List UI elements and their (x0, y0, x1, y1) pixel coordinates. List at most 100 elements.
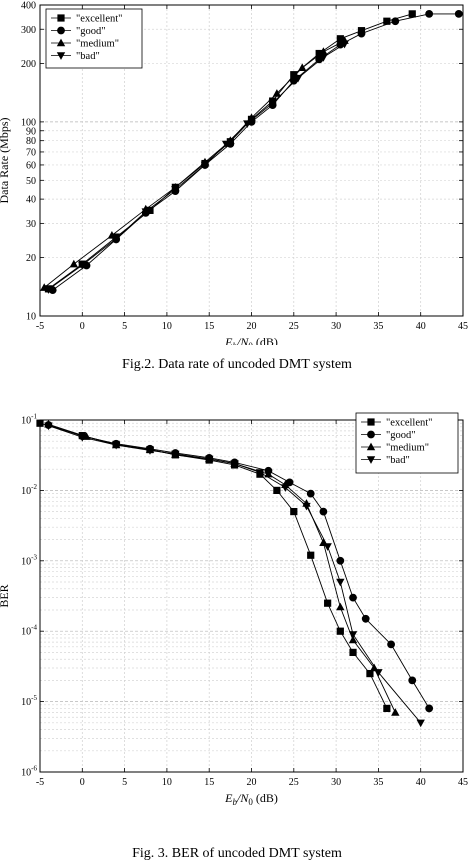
x-tick-label: -5 (36, 321, 44, 332)
data-point (272, 89, 282, 97)
legend-label: "medium" (76, 39, 119, 50)
legend-marker (57, 26, 65, 35)
data-point (408, 676, 417, 685)
data-point (146, 206, 154, 214)
data-point (268, 99, 277, 108)
y-tick-base: 10 (21, 416, 31, 427)
data-point (281, 484, 290, 492)
data-point (255, 469, 265, 477)
y-tick-label: 10-2 (21, 483, 37, 497)
x-axis-label-sub2: 0 (248, 797, 253, 807)
data-point (290, 507, 298, 516)
legend-marker (366, 442, 376, 451)
x-tick-label: 20 (247, 777, 257, 788)
legend-label: "excellent" (76, 14, 122, 25)
x-tick-label: 30 (331, 777, 341, 788)
y-tick-exponent: -1 (31, 413, 37, 421)
data-point (171, 185, 180, 194)
x-tick-label: 25 (289, 777, 299, 788)
legend-marker (56, 38, 66, 47)
y-tick-exponent: -5 (31, 694, 37, 702)
legend-marker (57, 14, 65, 22)
y-tick-label: 20 (26, 253, 36, 264)
legend-label: "good" (76, 26, 106, 37)
x-axis-label-sub2: 0 (248, 341, 253, 345)
x-tick-label: 5 (122, 321, 127, 332)
y-tick-exponent: -4 (31, 624, 37, 632)
data-point (44, 286, 53, 294)
x-axis-label-mid: /N (236, 335, 249, 345)
legend-label: "good" (386, 430, 416, 441)
data-point (425, 9, 434, 18)
y-tick-label: 300 (21, 25, 36, 36)
data-point (454, 9, 463, 18)
legend-label: "excellent" (386, 418, 432, 429)
x-tick-label: 30 (331, 321, 341, 332)
y-tick-label: 80 (26, 136, 36, 147)
x-axis-label-unit: (dB) (253, 335, 278, 345)
y-tick-label: 100 (21, 117, 36, 128)
x-tick-label: 10 (162, 777, 172, 788)
data-point (361, 614, 370, 623)
data-point (383, 704, 391, 713)
data-point (141, 208, 150, 216)
x-axis-label: Eb/N0 (dB) (224, 791, 278, 807)
legend: "excellent""good" "medium""bad" (355, 412, 459, 474)
x-tick-label: 15 (204, 777, 214, 788)
x-tick-label: 10 (162, 321, 172, 332)
y-tick-label: 10-6 (21, 765, 37, 779)
series-line (48, 43, 345, 290)
x-axis-label-sub1: b (233, 797, 238, 807)
y-tick-base: 10 (21, 486, 31, 497)
y-tick-exponent: -3 (31, 553, 37, 561)
x-tick-label: 15 (204, 321, 214, 332)
data-point (302, 502, 311, 511)
x-tick-label: 35 (373, 321, 383, 332)
data-point (324, 599, 332, 607)
y-tick-label: 10 (26, 312, 36, 323)
data-point (336, 627, 344, 635)
x-axis-label-main: E (224, 791, 233, 805)
x-tick-label: -5 (36, 777, 44, 788)
data-point (336, 556, 345, 565)
legend-label: "bad" (386, 455, 410, 466)
data-point (374, 669, 383, 677)
legend-marker (367, 418, 375, 426)
data-point (340, 40, 349, 49)
x-tick-label: 45 (458, 777, 468, 788)
data-point (205, 455, 214, 464)
data-point (387, 640, 395, 649)
data-point (69, 259, 79, 268)
data-point (44, 422, 53, 431)
data-point (425, 704, 434, 713)
data-point (323, 543, 332, 551)
x-axis-label: Eb/N0 (dB) (224, 335, 278, 345)
data-point (36, 419, 44, 427)
series-3 (44, 40, 349, 294)
data-point (78, 261, 87, 270)
data-point (391, 17, 400, 26)
y-tick-label: 50 (26, 176, 36, 187)
x-tick-label: 40 (416, 321, 426, 332)
legend-marker (367, 430, 375, 439)
y-tick-base: 10 (21, 697, 31, 708)
chart-1-caption: Fig.2. Data rate of uncoded DMT system (122, 357, 352, 372)
y-tick-label: 30 (26, 219, 36, 230)
data-point (290, 71, 298, 79)
data-point (336, 35, 344, 43)
data-point (348, 635, 358, 644)
data-point (319, 54, 328, 62)
legend-marker (56, 52, 66, 60)
x-tick-label: 25 (289, 321, 299, 332)
data-point (357, 29, 366, 38)
x-tick-label: 35 (373, 777, 383, 788)
data-point (366, 669, 374, 678)
data-point (111, 441, 121, 450)
y-tick-label: 90 (26, 126, 36, 137)
y-tick-base: 10 (21, 627, 31, 638)
data-point (145, 447, 155, 455)
series-line (52, 13, 459, 291)
data-point (307, 551, 315, 559)
y-tick-label: 40 (26, 195, 36, 206)
